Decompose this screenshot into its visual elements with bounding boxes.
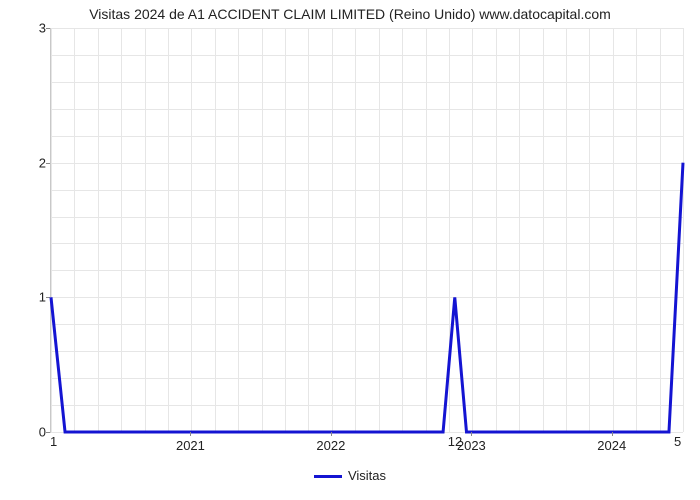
legend-label: Visitas — [348, 468, 386, 483]
chart-title: Visitas 2024 de A1 ACCIDENT CLAIM LIMITE… — [0, 6, 700, 22]
line-series — [51, 28, 683, 432]
legend-swatch — [314, 475, 342, 478]
corner-label-left: 1 — [50, 434, 57, 449]
y-tick-label: 2 — [26, 155, 46, 170]
corner-label-peak: 12 — [448, 434, 462, 449]
x-tick-label: 2022 — [316, 438, 345, 453]
corner-label-right: 5 — [674, 434, 681, 449]
x-tick-label: 2024 — [597, 438, 626, 453]
y-tick-label: 1 — [26, 290, 46, 305]
y-tick-label: 3 — [26, 21, 46, 36]
x-tick-label: 2021 — [176, 438, 205, 453]
visits-chart: Visitas 2024 de A1 ACCIDENT CLAIM LIMITE… — [0, 0, 700, 500]
legend: Visitas — [0, 468, 700, 483]
y-tick-label: 0 — [26, 425, 46, 440]
plot-area — [50, 28, 683, 433]
